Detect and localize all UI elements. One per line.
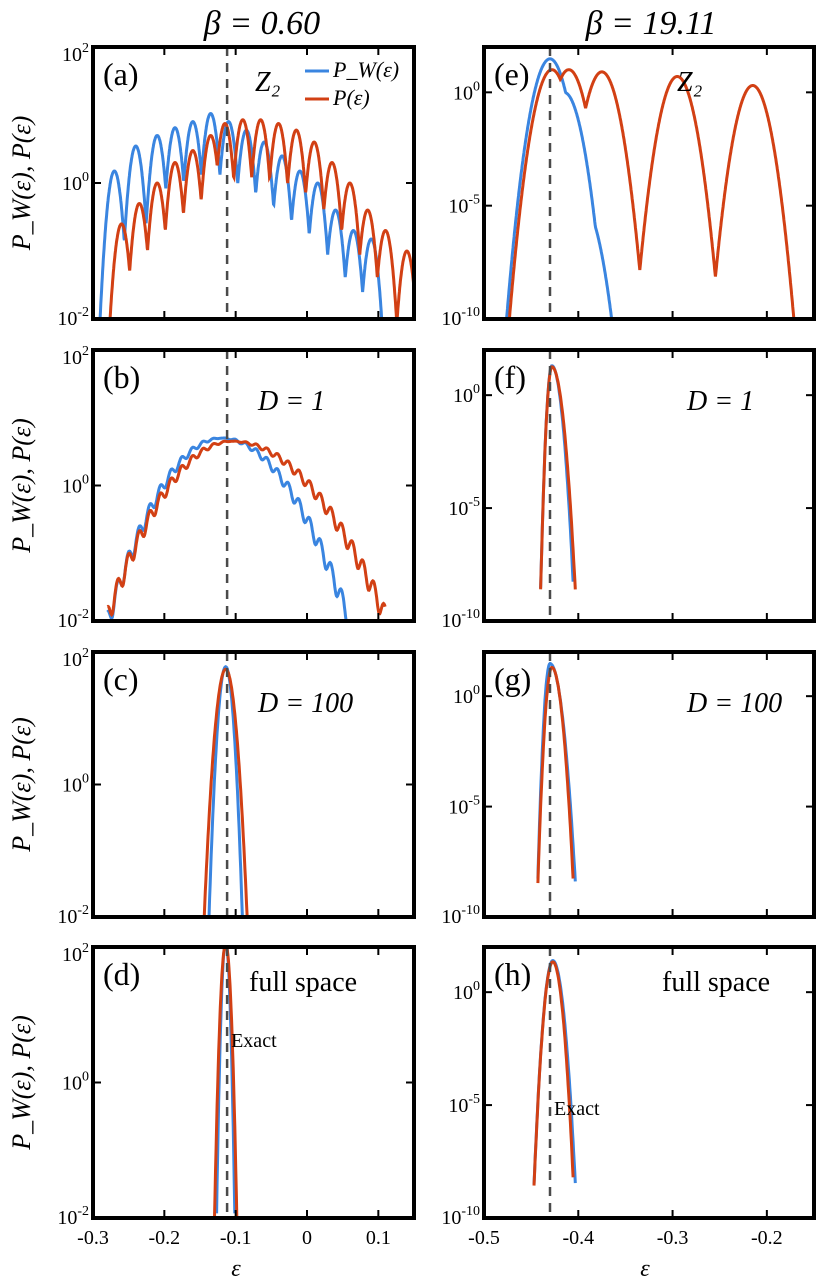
series-pw-e xyxy=(505,57,614,319)
panel-annotation: full space xyxy=(662,967,770,998)
x-tick-label: -0.4 xyxy=(562,1227,594,1249)
panel-d: 102 100 10-2-0.3 -0.2 -0.1 0 0.1 (d) full space E… xyxy=(7,941,416,1249)
panel-c: 102 100 10-2 (c) D = 100 P_W(ε), P(ε) xyxy=(7,646,416,928)
y-tick-label: 100 xyxy=(62,473,89,498)
x-tick-label: 0.1 xyxy=(366,1227,391,1249)
series-p-h xyxy=(532,960,575,1186)
y-tick-label: 102 xyxy=(62,41,89,66)
series-p-c xyxy=(202,667,249,917)
panel-b: 102 100 10-2 (b) D = 1 P_W(ε), P(ε) xyxy=(7,344,416,632)
y-tick-label: 100 xyxy=(62,772,89,797)
y-tick-label: 10-5 xyxy=(448,193,480,218)
legend-label-pw: P_W(ε) xyxy=(332,57,399,82)
axes-frame xyxy=(482,348,816,623)
y-tick-label: 102 xyxy=(62,646,89,671)
panel-annotation: D = 100 xyxy=(686,688,782,719)
panel-letter: (f) xyxy=(494,359,526,395)
series-p-e xyxy=(507,68,796,319)
y-tick-label: 10-2 xyxy=(57,1204,89,1229)
x-tick-label: -0.3 xyxy=(77,1227,109,1249)
y-tick-label: 102 xyxy=(62,344,89,369)
panel-annotation: D = 1 xyxy=(686,386,754,417)
y-tick-label: 10-2 xyxy=(57,607,89,632)
y-tick-label: 10-5 xyxy=(448,794,480,819)
panel-annotation: D = 1 xyxy=(257,386,325,417)
series-p-d xyxy=(212,947,239,1218)
x-tick-label: -0.2 xyxy=(751,1227,783,1249)
exact-label: Exact xyxy=(554,1098,600,1120)
y-tick-label: 10-10 xyxy=(441,1204,480,1229)
series-p-g xyxy=(536,666,575,884)
y-tick-label: 100 xyxy=(453,683,480,708)
series-pw-b xyxy=(106,436,352,621)
axes-frame xyxy=(91,650,416,919)
axes-frame xyxy=(482,650,816,919)
x-tick-label: -0.1 xyxy=(220,1227,252,1249)
column-title-right: β = 19.11 xyxy=(585,5,717,42)
y-tick-label: 102 xyxy=(62,941,89,966)
exact-label: Exact xyxy=(231,1030,277,1052)
x-tick-label: 0 xyxy=(302,1227,312,1249)
series-pw-a xyxy=(98,112,384,319)
panel-letter: (c) xyxy=(103,661,139,697)
y-axis-label: P_W(ε), P(ε) xyxy=(7,116,36,252)
x-tick-label: -0.3 xyxy=(657,1227,689,1249)
y-axis-label: P_W(ε), P(ε) xyxy=(7,1015,36,1151)
y-tick-label: 10-10 xyxy=(441,305,480,330)
panel-g: 100 10-5 10-10 (g) D = 100 xyxy=(441,650,816,928)
x-tick-label: -0.2 xyxy=(148,1227,180,1249)
series-p-b xyxy=(106,439,387,618)
y-tick-label: 10-10 xyxy=(441,903,480,928)
panel-annotation: Z₂ xyxy=(255,67,281,98)
x-tick-label: -0.5 xyxy=(468,1227,500,1249)
y-axis-label: P_W(ε), P(ε) xyxy=(7,418,36,554)
y-tick-label: 10-2 xyxy=(57,305,89,330)
x-axis-label-left: ε xyxy=(231,1256,241,1282)
series-p-f xyxy=(539,365,577,590)
x-axis-label-right: ε xyxy=(640,1256,650,1282)
panel-annotation: Z₂ xyxy=(677,67,703,98)
panel-letter: (e) xyxy=(494,56,530,92)
y-tick-label: 10-5 xyxy=(448,1092,480,1117)
y-tick-label: 100 xyxy=(453,79,480,104)
panel-letter: (d) xyxy=(103,956,140,992)
panel-annotation: full space xyxy=(249,967,357,998)
legend-label-p: P(ε) xyxy=(332,85,370,110)
axes-frame xyxy=(482,45,816,321)
y-tick-label: 100 xyxy=(453,382,480,407)
panel-letter: (a) xyxy=(103,56,139,92)
panel-letter: (g) xyxy=(494,661,531,697)
y-tick-label: 10-10 xyxy=(441,607,480,632)
panel-h: 100 10-5 10-10-0.5 -0.4 -0.3 -0.2 (h) full spac… xyxy=(441,945,816,1249)
column-title-left: β = 0.60 xyxy=(203,5,320,42)
y-tick-label: 10-2 xyxy=(57,903,89,928)
panel-e: 100 10-5 10-10 (e) Z₂ xyxy=(441,45,816,330)
series-pw-c xyxy=(207,664,244,917)
y-tick-label: 10-5 xyxy=(448,495,480,520)
panel-letter: (b) xyxy=(103,359,140,395)
y-tick-label: 100 xyxy=(62,170,89,195)
y-tick-label: 100 xyxy=(453,979,480,1004)
panel-letter: (h) xyxy=(494,956,531,992)
panel-a: 102 100 10-2 (a) Z₂ P_W(ε), P(ε) P_W(ε) P(ε) xyxy=(7,41,416,330)
axes-frame xyxy=(482,945,816,1220)
panel-annotation: D = 100 xyxy=(257,688,353,719)
y-tick-label: 100 xyxy=(62,1070,89,1095)
series-p-a xyxy=(108,118,414,319)
y-axis-label: P_W(ε), P(ε) xyxy=(7,717,36,853)
panel-f: 100 10-5 10-10 (f) D = 1 xyxy=(441,348,816,632)
